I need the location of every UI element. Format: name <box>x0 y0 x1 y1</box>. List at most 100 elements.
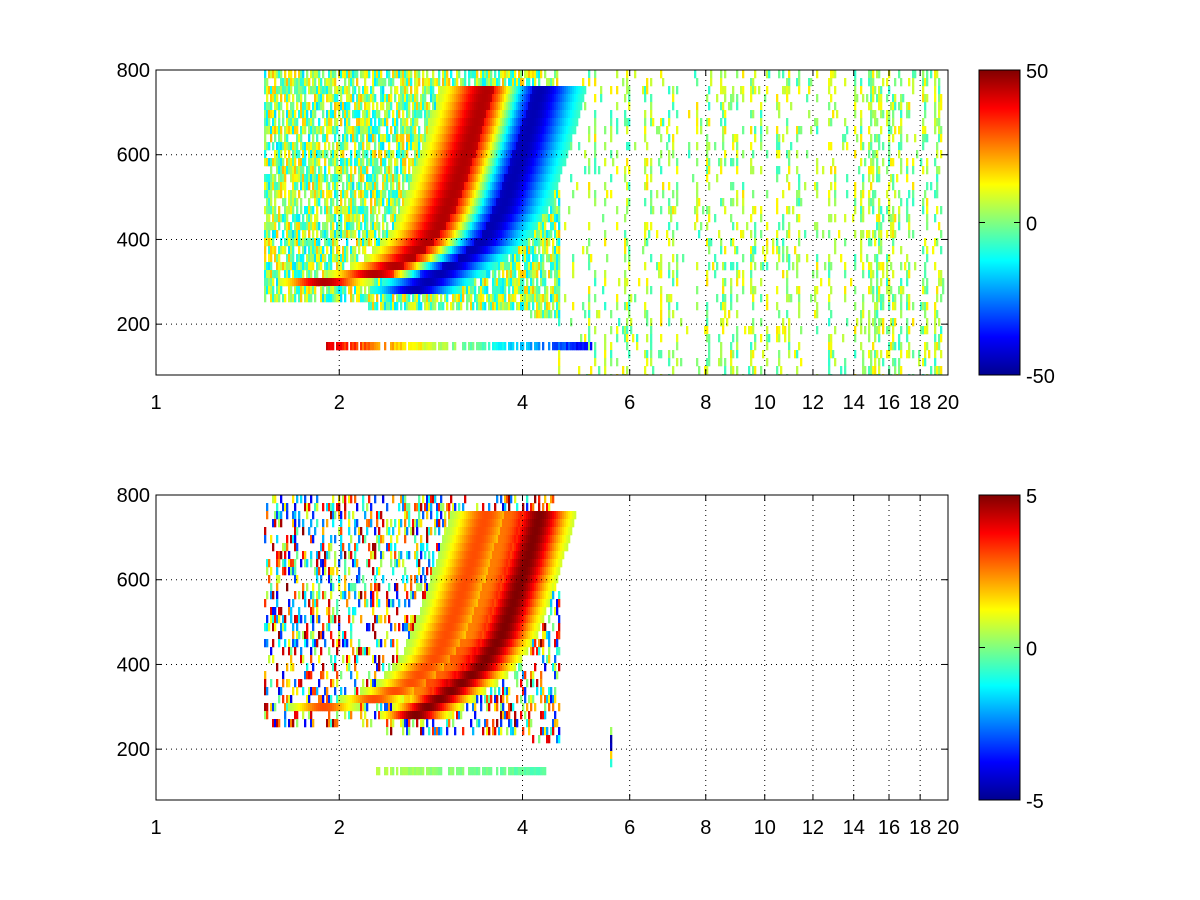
heatmap-cell <box>660 254 663 263</box>
heatmap-cell <box>616 118 619 127</box>
heatmap-cell <box>508 70 511 79</box>
heatmap-cell <box>844 118 847 127</box>
heatmap-cell <box>330 126 333 135</box>
heatmap-cell <box>372 206 375 215</box>
heatmap-cell <box>314 142 317 151</box>
heatmap-cell <box>520 174 523 183</box>
heatmap-cell <box>796 270 799 279</box>
heatmap-cell <box>556 270 559 279</box>
heatmap-cell <box>290 110 293 119</box>
heatmap-cell <box>542 86 545 95</box>
heatmap-cell <box>356 134 359 143</box>
heatmap-cell <box>504 70 507 79</box>
heatmap-cell <box>474 254 477 263</box>
heatmap-cell <box>440 294 443 303</box>
heatmap-cell <box>510 78 513 87</box>
heatmap-cell <box>480 118 483 127</box>
heatmap-cell <box>416 142 419 151</box>
heatmap-cell <box>308 102 311 111</box>
heatmap-cell <box>778 326 781 335</box>
heatmap-cell <box>500 86 503 95</box>
heatmap-cell <box>314 110 317 119</box>
heatmap-cell <box>496 94 499 103</box>
heatmap-cell <box>404 246 407 255</box>
heatmap-cell <box>464 278 467 287</box>
heatmap-cell <box>508 262 511 271</box>
heatmap-cell <box>408 214 411 223</box>
heatmap-cell <box>396 110 399 119</box>
heatmap-cell <box>284 270 287 279</box>
heatmap-cell <box>398 134 401 143</box>
heatmap-cell <box>834 238 837 247</box>
heatmap-cell <box>308 134 311 143</box>
heatmap-cell <box>442 254 445 263</box>
heatmap-cell <box>522 174 525 183</box>
heatmap-cell <box>434 342 437 351</box>
heatmap-cell <box>428 286 431 295</box>
heatmap-cell <box>582 246 585 255</box>
heatmap-cell <box>742 198 745 207</box>
heatmap-cell <box>414 182 417 191</box>
heatmap-cell <box>496 158 499 167</box>
heatmap-cell <box>500 214 503 223</box>
heatmap-cell <box>700 126 703 135</box>
heatmap-cell <box>364 222 367 231</box>
heatmap-cell <box>580 94 583 103</box>
heatmap-cell <box>388 270 391 279</box>
heatmap-cell <box>776 326 779 335</box>
heatmap-cell <box>382 78 385 87</box>
heatmap-cell <box>400 214 403 223</box>
heatmap-cell <box>366 110 369 119</box>
heatmap-cell <box>526 150 529 159</box>
heatmap-cell <box>422 270 425 279</box>
heatmap-cell <box>780 366 783 375</box>
heatmap-cell <box>554 158 557 167</box>
heatmap-cell <box>318 94 321 103</box>
heatmap-cell <box>534 222 537 231</box>
heatmap-cell <box>520 190 523 199</box>
heatmap-cell <box>458 118 461 127</box>
heatmap-cell <box>506 70 509 79</box>
heatmap-cell <box>588 302 591 311</box>
heatmap-cell <box>724 86 727 95</box>
heatmap-cell <box>466 270 469 279</box>
heatmap-cell <box>394 198 397 207</box>
heatmap-cell <box>322 110 325 119</box>
heatmap-cell <box>356 70 359 79</box>
heatmap-cell <box>506 190 509 199</box>
heatmap-cell <box>274 78 277 87</box>
heatmap-cell <box>488 198 491 207</box>
heatmap-cell <box>810 294 813 303</box>
heatmap-cell <box>814 182 817 191</box>
heatmap-cell <box>724 110 727 119</box>
heatmap-cell <box>274 134 277 143</box>
heatmap-cell <box>568 142 571 151</box>
heatmap-cell <box>312 158 315 167</box>
heatmap-cell <box>432 246 435 255</box>
heatmap-cell <box>524 206 527 215</box>
heatmap-cell <box>474 262 477 271</box>
heatmap-cell <box>776 174 779 183</box>
heatmap-cell <box>750 270 753 279</box>
heatmap-cell <box>518 102 521 111</box>
heatmap-cell <box>642 86 645 95</box>
heatmap-cell <box>476 86 479 95</box>
heatmap-cell <box>422 246 425 255</box>
heatmap-cell <box>408 134 411 143</box>
heatmap-cell <box>448 150 451 159</box>
heatmap-cell <box>288 222 291 231</box>
heatmap-cell <box>358 278 361 287</box>
heatmap-cell <box>548 142 551 151</box>
heatmap-cell <box>544 166 547 175</box>
heatmap-cell <box>660 262 663 271</box>
heatmap-cell <box>366 126 369 135</box>
heatmap-cell <box>494 86 497 95</box>
heatmap-cell <box>394 166 397 175</box>
heatmap-cell <box>422 342 425 351</box>
heatmap-cell <box>560 102 563 111</box>
heatmap-cell <box>334 286 337 295</box>
heatmap-cell <box>554 222 557 231</box>
heatmap-cell <box>830 70 833 79</box>
heatmap-cell <box>430 110 433 119</box>
heatmap-cell <box>536 278 539 287</box>
